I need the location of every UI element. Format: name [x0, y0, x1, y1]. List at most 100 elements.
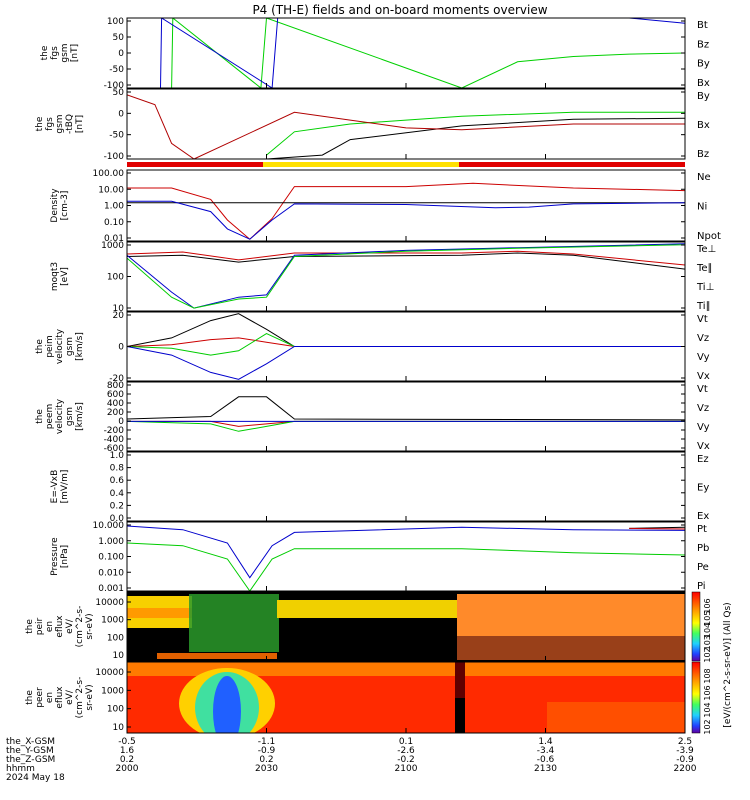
y-axis-label-line: -tBQ — [65, 114, 75, 134]
y-tick-label: 0.8 — [110, 464, 125, 474]
series-line-pi — [127, 525, 685, 579]
y-axis-label-line: gsm — [60, 43, 70, 62]
y-tick-label: -50 — [109, 65, 124, 75]
y-tick-label: 1000 — [101, 241, 124, 251]
series-lines — [127, 525, 685, 591]
spectrogram — [127, 592, 685, 661]
y-axis-label-line: the — [35, 339, 45, 354]
footer-value: -2.6 — [397, 746, 415, 756]
footer-date: 2024 May 18 — [6, 773, 65, 783]
y-axis-label-line: eV/ — [65, 689, 75, 705]
legend-label: Ey — [697, 483, 709, 494]
y-axis-label-line: velocity — [55, 328, 65, 364]
y-tick-label: 1.0 — [110, 451, 125, 461]
legend-label: Ti⊥ — [696, 282, 714, 293]
status-segment-red — [127, 162, 263, 167]
series-line-ti — [127, 244, 685, 309]
series-line-by — [266, 111, 685, 156]
series-line-ne — [127, 182, 685, 240]
y-axis-label: Density[cm-3] — [50, 188, 70, 223]
panel-9: 10000 1000 100 10 thepeirenefluxeV/(cm^2-s-s… — [25, 591, 686, 662]
series-line-bx — [160, 18, 685, 88]
legend-label: Pe — [697, 562, 709, 573]
series-line-pe — [127, 542, 685, 591]
y-axis-label-line: peer — [35, 687, 45, 708]
colorbar-tick-label: 105 — [703, 611, 712, 626]
y-tick-label: 0.100 — [98, 553, 124, 563]
y-tick-label: 0.0 — [110, 514, 125, 524]
spectrogram-block — [457, 594, 685, 636]
y-tick-label: 800 — [107, 381, 124, 391]
series-lines — [127, 94, 685, 159]
footer-value: 2030 — [255, 764, 278, 774]
y-axis-label-line: velocity — [55, 398, 65, 434]
y-tick-label: 1.00 — [104, 202, 124, 212]
y-axis-label-line: [km/s] — [75, 402, 85, 431]
panel-frame — [126, 241, 686, 312]
panel-3: 100.00 10.00 1.00 0.10 0.01 Ne Ni Npot Density[c… — [50, 169, 721, 244]
legend-label: Vy — [697, 352, 710, 363]
series-lines — [127, 396, 685, 432]
y-axis-label-line: gsm — [55, 114, 65, 133]
legend-label: Npot — [697, 231, 721, 242]
y-tick-label: -100 — [104, 152, 125, 162]
legend-label: Vt — [697, 384, 708, 395]
series-line-npot — [127, 200, 685, 240]
y-axis-label-line: peir — [35, 617, 45, 635]
series-line-te — [127, 252, 685, 270]
y-tick-label: 1000 — [101, 616, 124, 626]
panel-8: 10.000 1.000 0.100 0.010 0.001 Pt Pb Pe Pi Pressu… — [50, 521, 709, 594]
colorbar-tick-label: 102 — [703, 719, 712, 734]
series-line-vy — [127, 333, 685, 356]
y-axis-label-line: [cm-3] — [60, 191, 70, 221]
spectrogram-block — [157, 653, 277, 659]
legend-label: Vx — [697, 441, 710, 452]
colorbar-tick-label: 108 — [703, 668, 712, 683]
y-axis-label-line: [nT] — [75, 115, 85, 133]
colorbar — [691, 591, 701, 662]
colorbar-label: [eV/(cm^2-s-sr-eV)] (All Qs) — [723, 602, 733, 727]
colorbar-tick-label: 104 — [703, 702, 712, 717]
y-tick-label: 10.00 — [98, 185, 124, 195]
y-tick-label: 10.000 — [93, 521, 125, 531]
figure-title: P4 (TH-E) fields and on-board moments ov… — [252, 3, 547, 17]
y-tick-label: 50 — [113, 33, 125, 43]
y-axis-label-line: the — [25, 619, 35, 634]
y-tick-label: 10000 — [95, 668, 124, 678]
y-axis-label: thefgsgsm-tBQ[nT] — [35, 114, 85, 134]
spectrogram-gap — [455, 698, 465, 733]
y-tick-label: 100 — [107, 17, 124, 27]
legend-label: By — [697, 91, 710, 102]
y-tick-label: 10 — [113, 651, 125, 661]
y-axis-label-line: fgs — [45, 117, 55, 131]
legend-label: Te⊥ — [696, 244, 716, 255]
y-tick-label: 0 — [118, 417, 124, 427]
footer-row-label: the_Y-GSM — [6, 746, 54, 756]
legend-label: Ti∥ — [696, 301, 711, 312]
series-lines — [127, 18, 685, 88]
legend-label: Ex — [697, 511, 709, 522]
colorbar-tick-label: 106 — [703, 685, 712, 700]
y-tick-label: -20 — [109, 374, 124, 384]
y-tick-label: 100 — [107, 273, 124, 283]
y-axis-label-line: (cm^2-s- — [75, 606, 85, 648]
y-axis-label-line: en — [45, 621, 55, 632]
spectrogram-block — [127, 662, 685, 676]
y-axis-label: thefgsgsm[nT] — [40, 43, 80, 62]
y-axis-label: thepeirenefluxeV/(cm^2-s-sr-eV) — [25, 606, 95, 648]
panel-7: 1.0 0.8 0.6 0.4 0.2 0.0 Ez Ey Ex E=-VxB[mV/m] — [50, 451, 709, 524]
series-line-vy — [127, 420, 685, 432]
panel-frame — [126, 17, 686, 89]
series-line-ti — [127, 243, 685, 309]
y-tick-label: 0 — [118, 109, 124, 119]
y-axis-label: thepeimvelocitygsm[km/s] — [35, 328, 85, 364]
legend-label: Vz — [697, 403, 709, 414]
y-axis-label: thepeemvelocitygsm[km/s] — [35, 398, 85, 434]
time-axis-footer: the_X-GSM -0.5 -1.1 0.1 1.4 2.5 the_Y-GSM 1.6 -0… — [6, 737, 697, 783]
y-axis-label: thepeerenefluxeV/(cm^2-s-sr-eV) — [25, 677, 95, 719]
spectrogram-gap — [455, 662, 465, 733]
colorbar-tick-label: 102 — [703, 647, 712, 662]
legend-label: Ni — [697, 202, 707, 213]
legend-label: Vy — [697, 422, 710, 433]
y-axis-label-line: gsm — [65, 337, 75, 356]
